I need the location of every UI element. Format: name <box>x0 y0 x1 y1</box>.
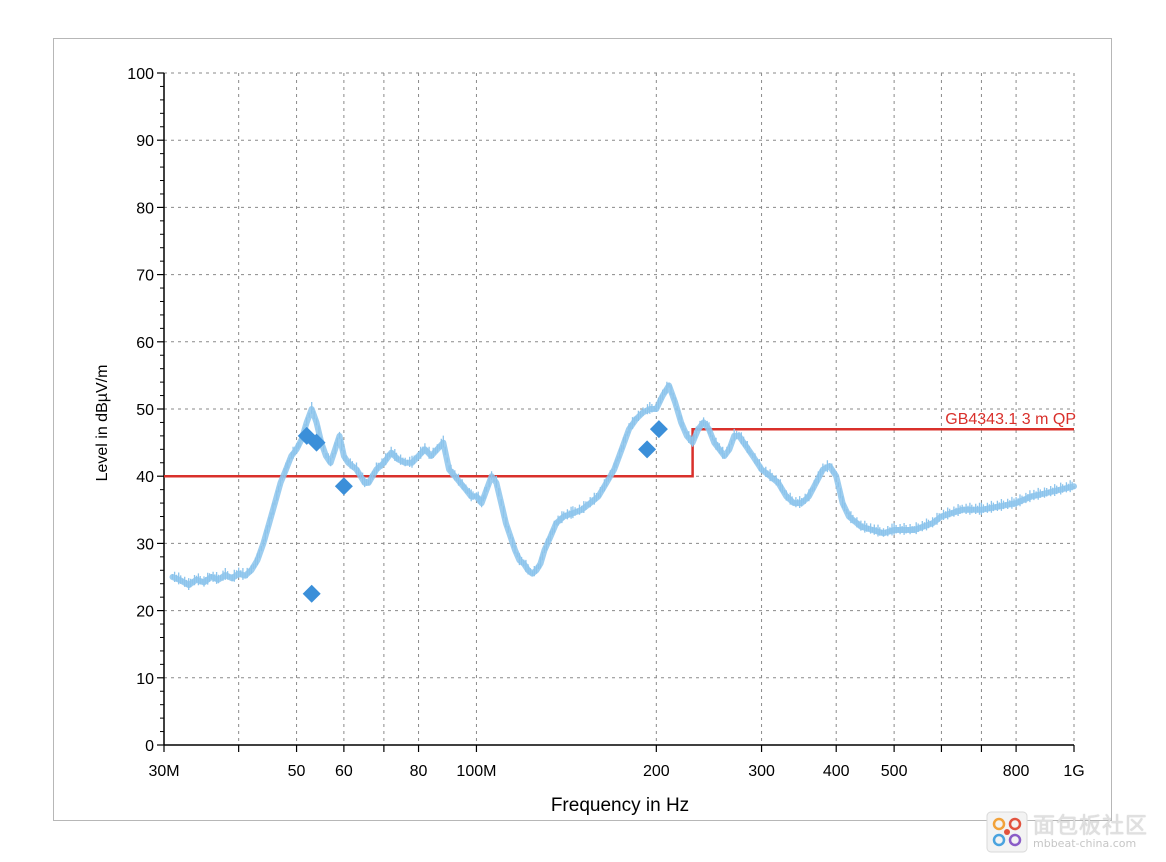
y-axis-title: Level in dBµV/m <box>94 365 111 482</box>
qp-marker <box>307 433 326 452</box>
y-tick-label: 50 <box>136 402 154 419</box>
watermark-title: 面包板社区 <box>1033 813 1149 839</box>
x-tick-label: 800 <box>1003 763 1030 780</box>
x-tick-label: 200 <box>643 763 670 780</box>
watermark-url: mbbeat-china.com <box>1033 836 1137 850</box>
grid <box>164 72 1075 745</box>
y-tick-label: 100 <box>127 66 154 83</box>
y-tick-label: 10 <box>136 671 154 688</box>
x-tick-label: 60 <box>335 763 353 780</box>
site-watermark: 面包板社区 mbbeat-china.com <box>985 806 1160 858</box>
limit-line-layer <box>164 427 1074 478</box>
measurement-trace <box>169 382 1077 589</box>
y-tick-label: 60 <box>136 335 154 352</box>
y-tick-label: 20 <box>136 604 154 621</box>
qp-marker <box>334 477 353 496</box>
limit-line <box>164 427 1074 478</box>
y-tick-label: 30 <box>136 536 154 553</box>
marker-layer <box>297 420 668 603</box>
x-tick-label: 30M <box>148 763 179 780</box>
y-tick-label: 80 <box>136 200 154 217</box>
x-tick-label: 500 <box>881 763 908 780</box>
measurement-trace-noise <box>171 381 1073 590</box>
y-tick-label: 40 <box>136 469 154 486</box>
chart-frame: 0 10 20 30 40 50 60 70 80 90 100 30M 50 60 80 100M 200 30… <box>53 38 1112 821</box>
trace-layer <box>169 381 1077 590</box>
watermark-logo-icon <box>986 811 1028 853</box>
x-tick-label: 1G <box>1063 763 1084 780</box>
x-tick-label: 300 <box>748 763 775 780</box>
qp-marker <box>638 440 657 459</box>
emission-chart: 0 10 20 30 40 50 60 70 80 90 100 30M 50 60 80 100M 200 30… <box>94 66 1085 816</box>
axes: 0 10 20 30 40 50 60 70 80 90 100 30M 50 60 80 100M 200 30… <box>127 66 1084 780</box>
qp-marker <box>649 420 668 439</box>
x-tick-label: 100M <box>456 763 496 780</box>
label-layer: Frequency in Hz Level in dBµV/m GB4343.1… <box>94 365 1076 816</box>
y-tick-label: 0 <box>145 738 154 755</box>
x-tick-label: 50 <box>288 763 306 780</box>
y-tick-label: 90 <box>136 133 154 150</box>
qp-marker <box>297 426 316 445</box>
limit-line-label: GB4343.1 3 m QP <box>945 411 1076 428</box>
x-axis-title: Frequency in Hz <box>551 795 689 816</box>
x-tick-label: 400 <box>823 763 850 780</box>
y-tick-label: 70 <box>136 268 154 285</box>
qp-marker <box>302 584 321 603</box>
x-tick-label: 80 <box>410 763 428 780</box>
